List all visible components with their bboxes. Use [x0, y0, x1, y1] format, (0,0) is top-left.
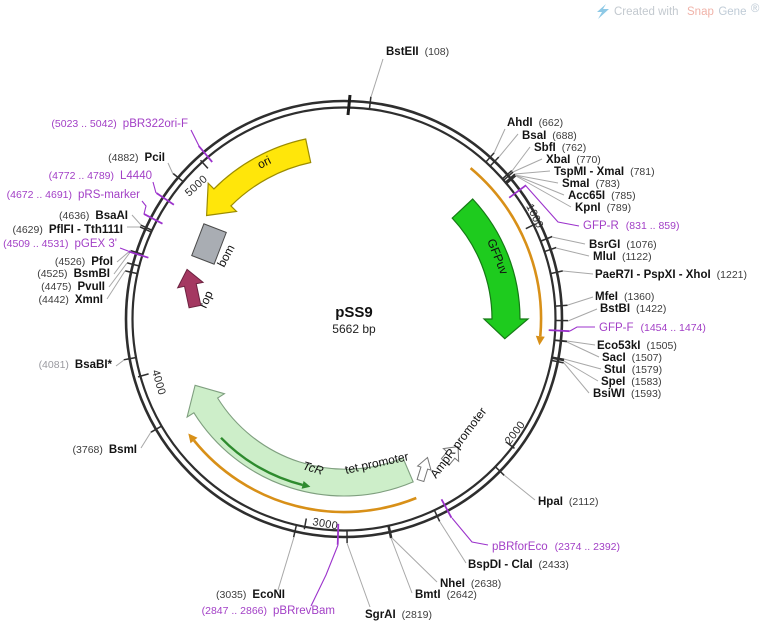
site-nhei[interactable]: NheI (2638): [440, 578, 501, 590]
site-saci[interactable]: SacI (1507): [602, 352, 662, 364]
site-econi[interactable]: (3035) EcoNI: [216, 589, 285, 601]
scale-tick-3000: [303, 518, 308, 530]
site-mlui[interactable]: MluI (1122): [593, 251, 652, 263]
primer-prs-marker[interactable]: (4672 .. 4691) pRS-marker: [7, 189, 141, 201]
feature-tet-promoter-arrow[interactable]: [414, 455, 434, 483]
feature-bom-box[interactable]: [191, 223, 227, 265]
site-bsmbi[interactable]: (4525) BsmBI: [37, 268, 110, 280]
site-sgrai[interactable]: SgrAI (2819): [365, 609, 432, 621]
orf-arc-right: [469, 167, 543, 337]
primer-gfp-f[interactable]: GFP-F (1454 .. 1474): [599, 322, 706, 334]
feature-tcr-arrow[interactable]: [186, 384, 414, 497]
orf-arc-right-arrowhead: [535, 335, 545, 346]
plasmid-size: 5662 bp: [332, 322, 376, 336]
feature-ori-arrow[interactable]: [205, 138, 312, 217]
feature-gfpuv-arrow[interactable]: [451, 198, 530, 340]
feature-ampr-promoter-arrow[interactable]: [438, 440, 466, 468]
primer-pbr322ori-f[interactable]: (5023 .. 5042) pBR322ori-F: [51, 118, 188, 130]
site-acc65i[interactable]: Acc65I (785): [568, 190, 636, 202]
feature-rop-label[interactable]: rop: [196, 288, 216, 310]
site-bsabi[interactable]: (4081) BsaBI*: [39, 359, 113, 371]
site-bsaai[interactable]: (4636) BsaAI: [59, 210, 128, 222]
primer-pgex-3[interactable]: (4509 .. 4531) pGEX 3': [3, 238, 117, 250]
site-bsiwi[interactable]: BsiWI (1593): [593, 388, 661, 400]
orf-arcs: [188, 167, 545, 514]
site-xbai[interactable]: XbaI (770): [546, 154, 601, 166]
site-pcii[interactable]: (4882) PciI: [108, 152, 165, 164]
site-spei[interactable]: SpeI (1583): [601, 376, 662, 388]
feature-rop-arrow[interactable]: [174, 267, 207, 310]
site-bsai[interactable]: BsaI (688): [522, 130, 577, 142]
site-mfei[interactable]: MfeI (1360): [595, 291, 654, 303]
site-ticks: [123, 96, 569, 544]
site-pflfi-tth111i[interactable]: (4629) PflFI - Tth111I: [13, 224, 124, 236]
site-pvuii[interactable]: (4475) PvuII: [41, 281, 105, 293]
feature-ampr-promoter-label[interactable]: AmpR promoter: [427, 405, 489, 481]
site-bsteii[interactable]: BstEII (108): [386, 46, 449, 58]
scale-label-1000: 1000: [523, 202, 545, 230]
feature-ori-label[interactable]: ori: [255, 153, 273, 172]
site-bsmi[interactable]: (3768) BsmI: [73, 444, 137, 456]
feature-tcr-inner-arrowhead: [301, 481, 311, 489]
primer-l4440[interactable]: (4772 .. 4789) L4440: [49, 170, 152, 182]
origin-tick: [346, 94, 352, 116]
primer-gfp-r[interactable]: GFP-R (831 .. 859): [583, 220, 679, 232]
plasmid-ring-inner: [131, 106, 557, 532]
scale-tick-5000: [199, 159, 209, 169]
primer-leaders: [119, 129, 595, 607]
site-eco53ki[interactable]: Eco53kI (1505): [597, 340, 677, 352]
scale-label-3000: 3000: [311, 516, 338, 532]
scale-label-4000: 4000: [149, 369, 168, 397]
site-smai[interactable]: SmaI (783): [562, 178, 620, 190]
site-bspdi-clai[interactable]: BspDI - ClaI (2433): [468, 559, 569, 571]
site-tspmi-xmai[interactable]: TspMI - XmaI (781): [554, 166, 655, 178]
orf-arc-left: [192, 439, 417, 514]
site-xmni[interactable]: (4442) XmnI: [39, 294, 103, 306]
scale-tick-1000: [525, 223, 537, 230]
site-bmti[interactable]: BmtI (2642): [415, 589, 477, 601]
primer-ticks: [128, 145, 570, 545]
site-sbfi[interactable]: SbfI (762): [534, 142, 586, 154]
site-hpai[interactable]: HpaI (2112): [538, 496, 599, 508]
snapgene-logo-icon: [597, 4, 609, 19]
site-kpni[interactable]: KpnI (789): [575, 202, 631, 214]
orf-arc-left-arrowhead: [188, 433, 198, 444]
plasmid-ring-outer: [124, 99, 564, 539]
site-leaders: [106, 58, 602, 608]
primer-pbrrevbam[interactable]: (2847 .. 2866) pBRrevBam: [202, 605, 335, 617]
site-stui[interactable]: StuI (1579): [604, 364, 662, 376]
site-ahdi[interactable]: AhdI (662): [507, 117, 563, 129]
feature-tcr-inner-arrow: [220, 436, 303, 487]
scale-tick-2000: [505, 441, 515, 449]
site-bstbi[interactable]: BstBI (1422): [600, 303, 666, 315]
primer-pbrforeco[interactable]: pBRforEco (2374 .. 2392): [492, 541, 620, 553]
scale-tick-4000: [137, 373, 149, 378]
site-pfoi[interactable]: (4526) PfoI: [55, 256, 113, 268]
feature-tcr-label[interactable]: TcR: [301, 459, 325, 478]
site-paer7i-pspxi-xhoi[interactable]: PaeR7I - PspXI - XhoI (1221): [595, 269, 747, 281]
snapgene-watermark: Created with Snap Gene ®: [597, 2, 760, 19]
site-bsrgi[interactable]: BsrGI (1076): [589, 239, 657, 251]
plasmid-name: pSS9: [335, 304, 373, 321]
watermark-text: Created with Snap Gene ®: [614, 2, 760, 19]
